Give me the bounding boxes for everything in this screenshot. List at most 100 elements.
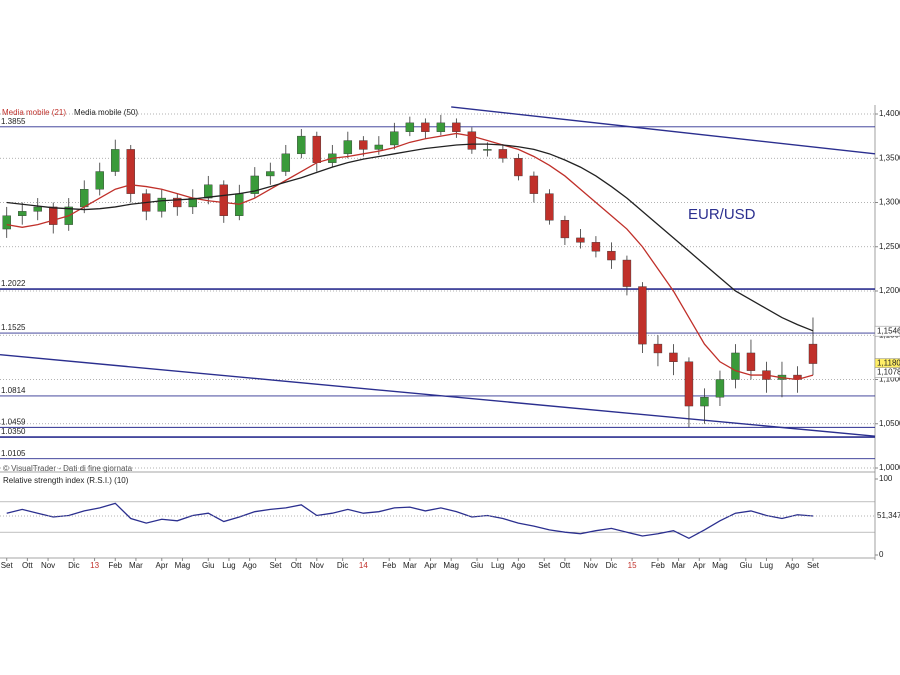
x-tick-label: Ago (511, 561, 526, 570)
candle-body (591, 242, 601, 252)
candle-body (529, 175, 539, 194)
candle-body (545, 193, 554, 221)
candle-body (498, 149, 508, 159)
level-label: 1.2022 (1, 279, 26, 288)
candle-body (80, 189, 89, 208)
candle-body (18, 211, 27, 216)
candle-body (514, 158, 523, 177)
x-tick-label: Mag (443, 561, 459, 570)
ma21-line (6, 132, 814, 381)
x-tick-label: Lug (491, 561, 504, 570)
candle-body (808, 343, 818, 364)
x-tick-label: Mar (672, 561, 686, 570)
y-tick-label: 1,3500 (879, 153, 900, 162)
x-tick-label: Ott (22, 561, 33, 570)
level-label: 1.3855 (1, 117, 26, 126)
candle-body (281, 153, 291, 172)
y-tick-label: 1,0000 (879, 463, 900, 472)
x-tick-label: Nov (41, 561, 55, 570)
trend-line (451, 106, 876, 155)
candle-body (49, 206, 58, 225)
candle-body (126, 149, 135, 194)
candle-body (204, 184, 213, 199)
candle-body (266, 171, 275, 177)
candle-body (684, 361, 694, 407)
candle-body (483, 149, 492, 151)
candle-body (219, 184, 228, 216)
candle-body (312, 135, 322, 163)
candle-body (622, 259, 632, 287)
rsi-tag-label: 51,347 (877, 511, 900, 520)
x-tick-label: Lug (760, 561, 773, 570)
level-label: 1.0814 (1, 386, 26, 395)
x-tick-label: Feb (108, 561, 122, 570)
rsi-title: Relative strength index (R.S.I.) (10) (3, 476, 129, 485)
rsi-tick-label: 0 (879, 550, 884, 559)
x-tick-label: Mag (712, 561, 728, 570)
price-tag-label: 1,1546 (877, 326, 900, 335)
x-tick-label: Apr (693, 561, 706, 570)
x-tick-label: Mar (403, 561, 417, 570)
candle-body (374, 144, 384, 150)
candle-body (111, 149, 120, 172)
x-tick-label: Dic (68, 561, 80, 570)
candle-body (669, 352, 678, 363)
source-note: © VisualTrader - Dati di fine giornata (3, 464, 133, 473)
candle-body (715, 379, 725, 398)
level-label: 1.0350 (1, 427, 26, 436)
x-tick-label: Ago (243, 561, 258, 570)
candle-body (576, 237, 585, 243)
x-tick-label: Dic (337, 561, 349, 570)
candle-body (405, 122, 415, 132)
chart-title: EUR/USD (688, 206, 756, 223)
candle-body (467, 131, 477, 150)
candle-body (607, 250, 616, 261)
x-tick-label: Nov (584, 561, 598, 570)
x-tick-label: Giu (471, 561, 483, 570)
candle-body (157, 197, 166, 212)
rsi-tick-label: 100 (879, 474, 893, 483)
candle-body (436, 122, 446, 132)
candle-body (421, 122, 430, 132)
trend-line (0, 354, 876, 437)
ma50-line (6, 143, 814, 332)
x-tick-label: Mar (129, 561, 143, 570)
x-tick-label: Set (807, 561, 820, 570)
y-tick-label: 1,4000 (879, 109, 900, 118)
price-tag (874, 325, 900, 337)
x-tick-label: Set (538, 561, 551, 570)
y-tick-label: 1,0500 (879, 419, 900, 428)
price-tag-label: 1,1078 (877, 368, 900, 377)
y-tick-label: 1,2500 (879, 242, 900, 251)
y-tick-label: 1,3000 (879, 198, 900, 207)
candle-body (560, 219, 570, 239)
candle-body (297, 135, 306, 155)
x-tick-label: Ott (560, 561, 571, 570)
x-tick-label: Ago (785, 561, 800, 570)
x-tick-label: Lug (222, 561, 235, 570)
price-tag-label: 1,1180 (877, 359, 900, 368)
y-tick-label: 1,2000 (879, 286, 900, 295)
candle-body (653, 343, 663, 354)
level-label: 1.1525 (1, 323, 26, 332)
x-tick-label: Nov (310, 561, 324, 570)
x-tick-label: Feb (382, 561, 396, 570)
x-tick-label: 14 (359, 561, 368, 570)
legend-ma21: Media mobile (21) (2, 108, 66, 117)
rsi-line (6, 502, 814, 540)
candle-body (359, 140, 368, 150)
x-tick-label: Set (1, 561, 14, 570)
x-tick-label: Apr (424, 561, 437, 570)
x-tick-label: Apr (156, 561, 169, 570)
x-tick-label: Ott (291, 561, 302, 570)
level-label: 1.0459 (1, 417, 26, 426)
candle-body (250, 175, 259, 194)
x-tick-label: Set (269, 561, 282, 570)
candle-body (173, 197, 182, 208)
candle-body (452, 122, 461, 132)
x-tick-label: Feb (651, 561, 665, 570)
candle-body (746, 352, 756, 371)
price-tag (874, 367, 900, 378)
